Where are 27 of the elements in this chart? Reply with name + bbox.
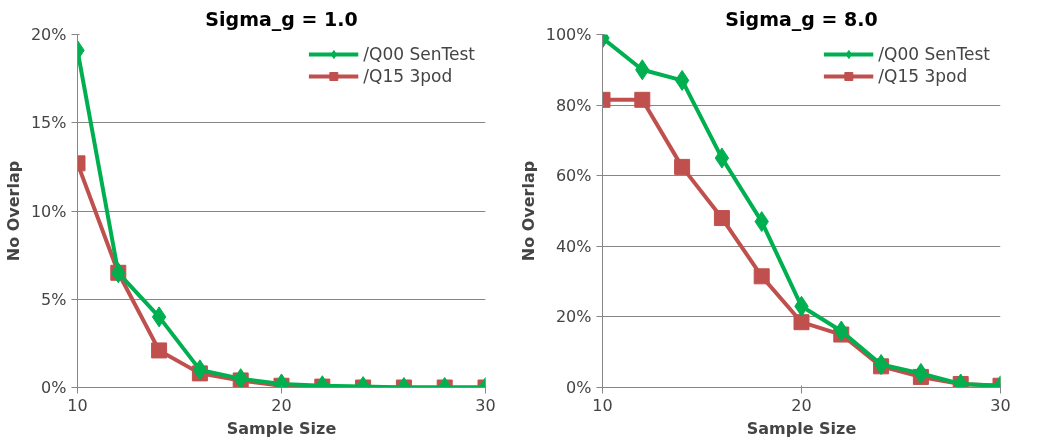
- x-tick-label: 30: [990, 395, 1011, 415]
- x-tick-label: 20: [271, 395, 292, 415]
- y-axis-title: No Overlap: [3, 160, 23, 262]
- y-tick-label: 20%: [555, 307, 592, 327]
- x-axis-title: Sample Size: [746, 418, 857, 438]
- y-tick-label: 60%: [555, 166, 592, 186]
- x-tick-label: 10: [67, 395, 88, 415]
- y-axis-title: No Overlap: [518, 160, 538, 262]
- legend-label: /Q15 3pod: [878, 66, 968, 86]
- y-tick-label: 0%: [566, 378, 592, 397]
- y-tick-label: 20%: [30, 25, 67, 44]
- y-tick-label: 10%: [30, 201, 67, 221]
- y-tick-label: 40%: [555, 236, 592, 256]
- x-tick-label: 20: [791, 395, 812, 415]
- y-tick-label: 80%: [555, 95, 592, 115]
- legend-label: /Q00 SenTest: [363, 44, 475, 64]
- x-axis-title: Sample Size: [226, 418, 337, 438]
- chart-title: Sigma_g = 8.0: [725, 7, 878, 31]
- legend-label: /Q15 3pod: [363, 66, 453, 86]
- x-tick-label: 10: [592, 395, 613, 415]
- y-tick-label: 100%: [545, 25, 592, 44]
- chart-title: Sigma_g = 1.0: [205, 7, 358, 31]
- y-tick-label: 15%: [30, 113, 67, 133]
- legend-label: /Q00 SenTest: [878, 44, 990, 64]
- x-tick-label: 30: [475, 395, 496, 415]
- y-tick-label: 0%: [41, 378, 67, 397]
- y-tick-label: 5%: [41, 289, 67, 309]
